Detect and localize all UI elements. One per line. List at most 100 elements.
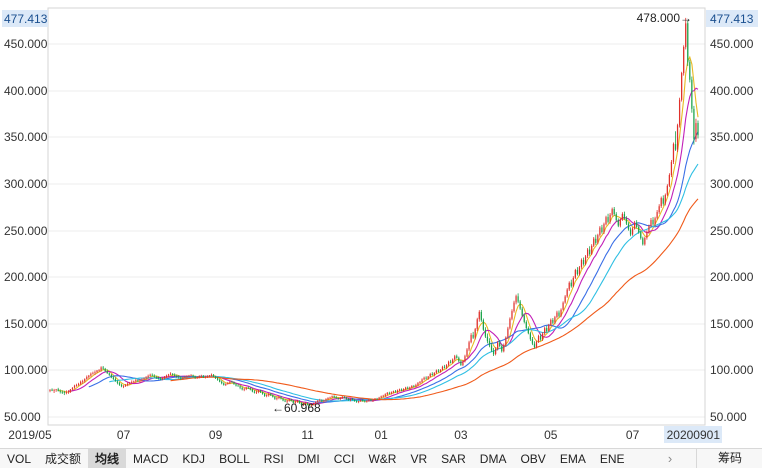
candle bbox=[407, 386, 409, 390]
candle bbox=[603, 222, 605, 235]
tab-moving-average[interactable]: 均线 bbox=[88, 448, 127, 468]
candle-body bbox=[650, 220, 652, 226]
candle bbox=[456, 354, 458, 359]
candle bbox=[157, 376, 159, 380]
tab-wr[interactable]: W&R bbox=[368, 451, 397, 466]
candle bbox=[233, 381, 235, 385]
candle-body bbox=[59, 391, 61, 392]
candle-body bbox=[447, 361, 450, 366]
candle-body bbox=[214, 376, 217, 379]
candle bbox=[290, 398, 292, 402]
tab-dma[interactable]: DMA bbox=[479, 451, 507, 466]
candle bbox=[282, 397, 284, 402]
candle bbox=[593, 237, 595, 248]
tab-cci[interactable]: CCI bbox=[333, 451, 355, 466]
candle-body bbox=[284, 400, 286, 402]
candle bbox=[445, 364, 448, 370]
more-tabs-arrow-icon[interactable]: › bbox=[667, 451, 673, 466]
candle-body bbox=[313, 403, 315, 405]
left-price-label: 150.000 bbox=[4, 317, 48, 331]
candle bbox=[92, 371, 94, 375]
candle-body bbox=[470, 335, 472, 343]
candle bbox=[135, 378, 137, 383]
candle bbox=[578, 266, 581, 276]
candle-body bbox=[537, 336, 540, 342]
candle-body bbox=[110, 374, 112, 378]
tab-dmi[interactable]: DMI bbox=[297, 451, 320, 466]
moving-average-line-10 bbox=[68, 87, 699, 405]
tab-chip-distribution[interactable]: 筹码 bbox=[696, 449, 762, 468]
candle bbox=[255, 390, 258, 394]
candle-body bbox=[517, 296, 519, 302]
candle bbox=[251, 388, 254, 393]
candle-body bbox=[556, 312, 558, 317]
tab-vr[interactable]: VR bbox=[410, 451, 428, 466]
candle-body bbox=[221, 381, 223, 384]
candle bbox=[133, 380, 135, 384]
candle-body bbox=[370, 399, 372, 401]
tab-ema[interactable]: EMA bbox=[559, 451, 586, 466]
candle-body bbox=[398, 389, 401, 391]
candle-body bbox=[286, 400, 288, 402]
candle-body bbox=[378, 397, 380, 400]
candle bbox=[337, 397, 339, 400]
candle-body bbox=[676, 125, 679, 150]
candle bbox=[231, 380, 233, 383]
tab-kdj[interactable]: KDJ bbox=[182, 451, 206, 466]
candle bbox=[683, 45, 685, 76]
candle-body bbox=[96, 370, 98, 373]
candle-body bbox=[501, 346, 503, 352]
candle bbox=[329, 396, 331, 400]
candle bbox=[237, 384, 239, 387]
candle-body bbox=[302, 404, 305, 406]
candle bbox=[693, 105, 695, 145]
candle-body bbox=[392, 391, 395, 393]
candle bbox=[650, 218, 652, 228]
candle bbox=[129, 381, 131, 385]
candle-body bbox=[133, 381, 135, 383]
candle-body bbox=[135, 380, 137, 382]
candle-body bbox=[570, 282, 572, 287]
candle bbox=[219, 378, 221, 383]
candle-body bbox=[546, 328, 548, 332]
tab-vol[interactable]: VOL bbox=[7, 451, 32, 466]
candle-body bbox=[333, 396, 335, 398]
right-price-label: 300.000 bbox=[710, 177, 754, 191]
candle bbox=[270, 392, 272, 397]
tab-rsi[interactable]: RSI bbox=[263, 451, 284, 466]
candle bbox=[521, 306, 523, 317]
candle bbox=[112, 376, 115, 380]
left-price-axis: 477.413 450.000 400.000 350.000 300.000 … bbox=[2, 10, 48, 424]
candle bbox=[149, 373, 151, 377]
candle-body bbox=[155, 376, 157, 378]
candle bbox=[313, 402, 315, 406]
candle-body bbox=[223, 383, 225, 385]
tab-turnover[interactable]: 成交额 bbox=[45, 451, 82, 466]
candle-body bbox=[372, 399, 374, 401]
candle-body bbox=[468, 342, 470, 350]
candle-body bbox=[460, 361, 462, 365]
candle-body bbox=[82, 381, 84, 383]
candle bbox=[362, 399, 364, 402]
candle bbox=[345, 396, 348, 400]
tab-sar[interactable]: SAR bbox=[441, 451, 466, 466]
tab-obv[interactable]: OBV bbox=[520, 451, 546, 466]
candle bbox=[294, 400, 296, 405]
candle-body bbox=[294, 401, 296, 403]
candle-body bbox=[494, 348, 497, 355]
candle-body bbox=[63, 392, 65, 393]
candle-body bbox=[116, 381, 119, 383]
candle bbox=[94, 370, 96, 375]
candle-body bbox=[153, 375, 155, 377]
candle bbox=[392, 390, 395, 394]
candle-body bbox=[239, 386, 241, 388]
tab-macd[interactable]: MACD bbox=[133, 451, 169, 466]
candle bbox=[368, 399, 370, 402]
candle-body bbox=[527, 328, 529, 334]
tab-boll[interactable]: BOLL bbox=[219, 451, 250, 466]
right-price-label: 50.000 bbox=[710, 410, 747, 424]
tab-ene[interactable]: ENE bbox=[599, 451, 625, 466]
candle bbox=[304, 402, 307, 406]
candle-body bbox=[589, 249, 591, 254]
